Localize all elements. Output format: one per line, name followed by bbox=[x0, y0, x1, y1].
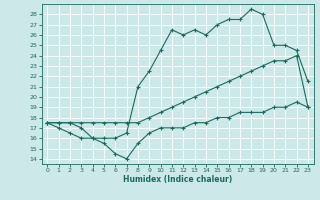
X-axis label: Humidex (Indice chaleur): Humidex (Indice chaleur) bbox=[123, 175, 232, 184]
